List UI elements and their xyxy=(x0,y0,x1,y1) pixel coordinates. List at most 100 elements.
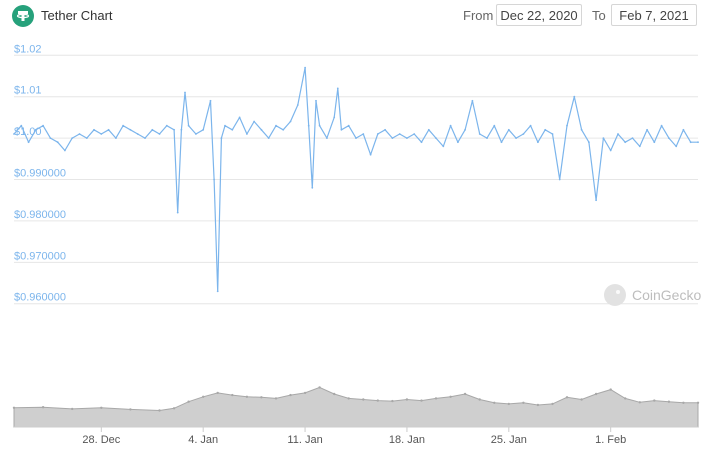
price-point xyxy=(184,91,186,94)
price-point xyxy=(56,141,59,144)
price-point xyxy=(115,137,117,140)
price-point xyxy=(413,133,416,135)
y-tick-label: $1.01 xyxy=(14,85,42,97)
y-tick-label: $0.970000 xyxy=(14,250,66,262)
price-point xyxy=(391,137,394,140)
volume-point xyxy=(12,406,16,409)
price-point xyxy=(209,99,212,102)
price-point xyxy=(78,133,81,135)
price-point xyxy=(457,141,459,144)
volume-point xyxy=(565,396,569,399)
tether-logo xyxy=(12,5,34,27)
volume-point xyxy=(274,397,278,400)
price-point xyxy=(631,137,634,140)
volume-point xyxy=(260,396,263,399)
volume-point xyxy=(696,401,700,404)
price-point xyxy=(624,141,627,144)
price-point xyxy=(398,133,401,135)
volume-point xyxy=(41,406,45,409)
price-point xyxy=(315,99,317,102)
price-point xyxy=(93,128,95,131)
price-point xyxy=(122,124,124,127)
from-label: From xyxy=(463,8,494,23)
price-point xyxy=(362,133,365,135)
price-point xyxy=(369,153,372,156)
volume-point xyxy=(609,388,612,391)
price-point xyxy=(478,133,481,135)
price-point xyxy=(515,137,517,140)
volume-point xyxy=(682,401,685,404)
x-tick-label: 11. Jan xyxy=(287,434,322,446)
price-point xyxy=(158,133,161,135)
price-point xyxy=(406,137,408,140)
volume-point xyxy=(493,401,496,404)
volume-point xyxy=(216,391,219,395)
price-point xyxy=(307,124,310,127)
price-point xyxy=(216,290,219,293)
volume-point xyxy=(551,402,554,406)
price-point xyxy=(638,145,641,148)
price-point xyxy=(646,128,648,131)
volume-point xyxy=(318,386,321,389)
price-point xyxy=(675,145,678,148)
volume-point xyxy=(434,397,438,400)
y-tick-label: $0.990000 xyxy=(14,168,66,180)
price-point xyxy=(355,137,357,140)
price-point xyxy=(267,137,270,140)
from-date-input[interactable]: Dec 22, 2020 xyxy=(496,4,582,26)
price-point xyxy=(64,149,66,152)
price-point xyxy=(173,128,176,131)
volume-point xyxy=(405,398,409,401)
volume-point xyxy=(376,399,379,402)
chart-title: Tether Chart xyxy=(41,8,113,23)
price-point xyxy=(336,87,339,90)
price-point xyxy=(507,128,510,131)
x-tick-label: 18. Jan xyxy=(389,434,425,446)
price-point xyxy=(333,116,336,119)
price-point xyxy=(660,124,663,127)
volume-point xyxy=(362,398,365,401)
price-point xyxy=(107,128,110,131)
y-tick-label: $0.980000 xyxy=(14,209,66,221)
price-point xyxy=(617,133,619,135)
volume-point xyxy=(347,397,350,400)
price-point xyxy=(260,128,263,131)
price-point xyxy=(34,128,37,131)
price-point xyxy=(202,128,205,131)
volume-point xyxy=(303,391,307,395)
volume-point xyxy=(289,393,292,397)
price-point xyxy=(326,137,328,140)
price-point xyxy=(165,124,168,127)
price-point xyxy=(347,124,350,127)
price-point xyxy=(471,99,474,102)
coingecko-watermark: CoinGecko xyxy=(604,284,701,306)
price-point xyxy=(384,128,386,131)
y-tick-label: $1.02 xyxy=(14,43,42,55)
volume-point xyxy=(391,399,394,403)
price-point xyxy=(42,124,44,127)
volume-point xyxy=(638,401,641,404)
price-point xyxy=(231,128,234,131)
volume-point xyxy=(202,395,205,398)
price-point xyxy=(180,128,183,131)
price-point xyxy=(435,137,437,140)
price-point xyxy=(464,128,466,131)
volume-point xyxy=(667,400,671,403)
volume-point xyxy=(507,402,510,406)
price-point xyxy=(275,124,277,127)
watermark-text: CoinGecko xyxy=(632,287,702,303)
tether-t-icon xyxy=(16,11,30,21)
volume-point xyxy=(129,408,132,411)
price-point xyxy=(136,133,139,135)
price-point xyxy=(282,128,285,131)
volume-point xyxy=(580,398,583,401)
price-point xyxy=(304,66,306,69)
price-point xyxy=(129,128,132,131)
price-point xyxy=(427,128,430,131)
price-point xyxy=(144,137,146,140)
price-point xyxy=(213,178,216,181)
volume-point xyxy=(187,400,190,403)
to-date-input[interactable]: Feb 7, 2021 xyxy=(611,4,697,26)
price-point xyxy=(493,124,496,127)
